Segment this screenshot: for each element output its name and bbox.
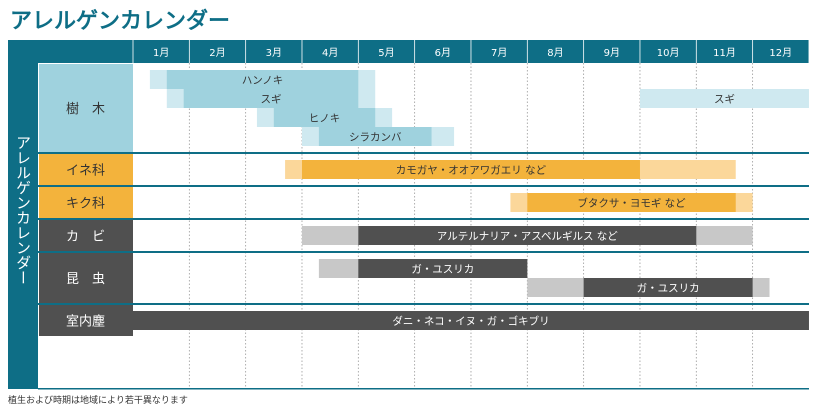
- month-labels: 1月 2月 3月 4月 5月 6月 7月 8月 9月 10月 11月 12月: [132, 40, 810, 63]
- month-label: 8月: [547, 47, 563, 59]
- vertical-chart-label: アレルゲンカレンダー: [14, 135, 32, 285]
- month-label: 9月: [604, 47, 620, 59]
- bar-peak-period: [527, 193, 736, 212]
- group-label-cell: [39, 64, 133, 152]
- group-label-cell: [39, 220, 133, 251]
- bar-label: ブタクサ・ヨモギ など: [577, 197, 686, 210]
- bar-label: ハンノキ: [242, 75, 283, 87]
- group-label: 昆 虫: [66, 272, 105, 287]
- bar-peak-period: [583, 278, 753, 297]
- bar-label: カモガヤ・オオアワガエリ など: [396, 165, 547, 177]
- group-label: カ ビ: [66, 230, 105, 245]
- bar-label: アルテルナリア・アスペルギルス など: [437, 231, 618, 243]
- group-separator: [38, 152, 809, 154]
- bar-label: ダニ・ネコ・イヌ・ガ・ゴキブリ: [392, 315, 549, 328]
- bar-peak-period: [273, 108, 376, 127]
- bar-extended-period: [639, 89, 809, 108]
- group-separator: [38, 303, 809, 305]
- month-label: 10月: [657, 47, 680, 59]
- bar-label: ガ・ユスリカ: [411, 264, 474, 276]
- group-label-cell: [39, 154, 133, 185]
- group-separator: [38, 218, 809, 220]
- group-label-cell: [39, 187, 133, 218]
- group-separator: [38, 185, 809, 187]
- month-label: 7月: [491, 47, 507, 59]
- group-label-cell: [39, 305, 133, 336]
- month-label: 4月: [322, 47, 338, 59]
- chart-left-band: [8, 40, 38, 389]
- month-label: 3月: [266, 47, 282, 59]
- bar-peak-period: [358, 259, 528, 278]
- month-label: 5月: [378, 47, 394, 59]
- group-label: 室内塵: [66, 314, 105, 330]
- bar-peak-period: [166, 70, 359, 89]
- bar-peak-period: [133, 311, 809, 330]
- month-label: 1月: [153, 47, 169, 59]
- bar-label: ヒノキ: [309, 113, 341, 125]
- month-label: 6月: [435, 47, 451, 59]
- bar-peak-period: [301, 160, 640, 179]
- group-label: キク科: [66, 197, 105, 212]
- month-label: 2月: [209, 47, 225, 59]
- month-label: 11月: [713, 47, 736, 59]
- chart-header-band: [38, 40, 809, 63]
- group-label: 樹 木: [66, 102, 105, 117]
- bar-peak-period: [183, 89, 359, 108]
- bar-peak-period: [358, 226, 697, 245]
- bar-label: ガ・ユスリカ: [637, 283, 700, 295]
- bar-label: スギ: [714, 94, 735, 106]
- month-gridlines: [38, 63, 809, 390]
- group-separator: [38, 251, 809, 253]
- page-title: アレルゲンカレンダー: [10, 9, 231, 34]
- bar-peak-period: [318, 127, 432, 146]
- bar-label: スギ: [261, 94, 282, 106]
- footnote: 植生および時期は地域により若干異なります: [8, 396, 188, 406]
- group-label-cell: [39, 253, 133, 303]
- group-label: イネ科: [66, 164, 105, 179]
- month-label: 12月: [769, 47, 792, 59]
- bar-label: シラカンバ: [349, 132, 402, 144]
- bottom-border: [38, 388, 809, 390]
